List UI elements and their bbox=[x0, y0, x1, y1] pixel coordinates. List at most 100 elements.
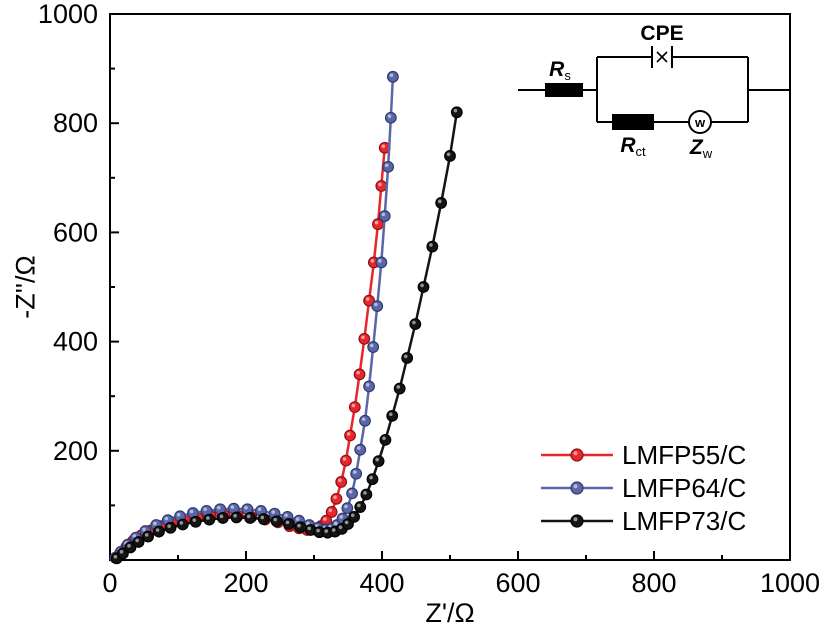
data-point-marker bbox=[189, 515, 202, 528]
data-point-marker bbox=[367, 341, 380, 353]
legend-entry-lmfp73-c: LMFP73/C bbox=[541, 506, 746, 536]
data-point-marker bbox=[401, 352, 414, 364]
marker-highlight bbox=[339, 515, 343, 519]
data-point-marker bbox=[335, 476, 348, 488]
marker-highlight bbox=[384, 163, 389, 168]
marker-highlight bbox=[153, 521, 157, 526]
marker-highlight bbox=[144, 533, 149, 537]
marker-highlight bbox=[420, 283, 424, 288]
marker-highlight bbox=[328, 508, 333, 513]
marker-highlight bbox=[365, 382, 370, 387]
legend-label: LMFP73/C bbox=[622, 506, 746, 536]
marker-highlight bbox=[127, 544, 131, 548]
marker-highlight bbox=[357, 503, 361, 508]
legend-entry-lmfp55-c: LMFP55/C bbox=[541, 440, 746, 470]
rs-label: Rs bbox=[549, 58, 571, 83]
data-point-marker bbox=[294, 521, 307, 534]
marker-highlight bbox=[363, 491, 367, 495]
legend-key-marker bbox=[570, 514, 584, 528]
marker-highlight bbox=[429, 243, 433, 247]
marker-highlight bbox=[378, 259, 382, 263]
x-tick-label: 0 bbox=[102, 568, 117, 598]
marker-highlight bbox=[233, 514, 237, 518]
marker-highlight bbox=[295, 517, 300, 521]
y-axis-title: -Z''/Ω bbox=[10, 255, 41, 319]
marker-highlight bbox=[155, 528, 160, 532]
data-point-marker bbox=[375, 180, 388, 192]
x-tick-label: 1000 bbox=[760, 568, 820, 598]
legend-marker-highlight bbox=[573, 484, 578, 489]
rs-resistor-icon bbox=[545, 83, 583, 97]
marker-highlight bbox=[374, 220, 379, 225]
marker-highlight bbox=[271, 510, 275, 514]
marker-highlight bbox=[285, 520, 290, 525]
marker-highlight bbox=[370, 259, 375, 263]
legend-entry-lmfp64-c: LMFP64/C bbox=[541, 473, 746, 503]
series-lmfp55-c bbox=[109, 141, 391, 564]
marker-highlight bbox=[382, 436, 386, 441]
marker-highlight bbox=[284, 513, 288, 518]
data-point-marker bbox=[353, 368, 366, 381]
marker-highlight bbox=[230, 505, 235, 509]
marker-highlight bbox=[316, 528, 320, 533]
equivalent-circuit-inset: w CPE Rs Rct Zw bbox=[518, 22, 790, 161]
data-point-marker bbox=[382, 160, 395, 173]
marker-highlight bbox=[356, 370, 360, 375]
data-point-marker bbox=[350, 467, 363, 480]
series-lmfp73-c bbox=[110, 106, 463, 565]
data-point-marker bbox=[270, 515, 283, 528]
marker-highlight bbox=[352, 470, 357, 474]
data-point-marker bbox=[230, 511, 243, 524]
marker-highlight bbox=[244, 505, 248, 510]
data-point-marker bbox=[244, 512, 256, 524]
marker-highlight bbox=[369, 475, 373, 480]
data-point-marker bbox=[386, 409, 399, 422]
data-point-marker bbox=[340, 454, 352, 467]
marker-highlight bbox=[216, 505, 221, 510]
data-point-marker bbox=[359, 414, 371, 427]
marker-highlight bbox=[381, 212, 386, 217]
marker-highlight bbox=[389, 412, 393, 417]
marker-highlight bbox=[453, 108, 458, 113]
marker-highlight bbox=[119, 550, 124, 554]
marker-highlight bbox=[297, 523, 301, 528]
zw-label: Zw bbox=[689, 136, 713, 161]
marker-highlight bbox=[246, 514, 251, 519]
x-axis-title: Z'/Ω bbox=[425, 598, 475, 628]
marker-highlight bbox=[307, 526, 312, 531]
marker-highlight bbox=[357, 446, 361, 450]
marker-highlight bbox=[203, 507, 207, 512]
marker-highlight bbox=[260, 515, 265, 520]
marker-highlight bbox=[113, 554, 118, 559]
marker-highlight bbox=[333, 521, 338, 526]
series-lmfp64-c bbox=[109, 70, 399, 564]
y-tick-label: 800 bbox=[53, 108, 98, 138]
marker-highlight bbox=[179, 521, 184, 525]
data-point-marker bbox=[354, 501, 367, 513]
marker-highlight bbox=[387, 114, 392, 118]
x-tick-label: 800 bbox=[631, 568, 676, 598]
y-tick-label: 200 bbox=[53, 436, 98, 466]
marker-highlight bbox=[381, 144, 386, 148]
marker-highlight bbox=[346, 432, 351, 436]
data-point-marker bbox=[450, 106, 463, 119]
y-tick-label: 600 bbox=[53, 217, 98, 247]
marker-highlight bbox=[331, 528, 336, 532]
data-point-marker bbox=[372, 455, 385, 468]
data-point-marker bbox=[371, 300, 384, 313]
marker-highlight bbox=[306, 521, 310, 526]
marker-highlight bbox=[167, 524, 171, 528]
warburg-icon bbox=[688, 110, 712, 134]
marker-highlight bbox=[257, 507, 262, 512]
data-point-marker bbox=[366, 473, 379, 486]
marker-highlight bbox=[342, 457, 347, 461]
marker-highlight bbox=[338, 478, 342, 483]
warburg-symbol: w bbox=[694, 115, 706, 130]
series-line bbox=[114, 76, 395, 559]
marker-highlight bbox=[344, 520, 349, 525]
data-point-marker bbox=[142, 530, 154, 543]
data-point-marker bbox=[344, 429, 356, 442]
marker-highlight bbox=[348, 489, 353, 494]
